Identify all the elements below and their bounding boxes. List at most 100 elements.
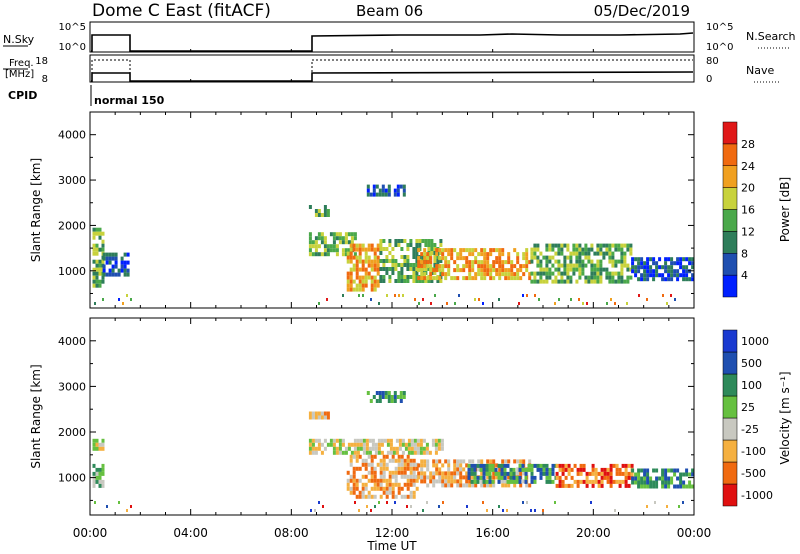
data-cell <box>612 463 616 468</box>
data-cell <box>415 243 419 247</box>
data-cell <box>459 479 463 484</box>
data-cell <box>441 479 445 484</box>
data-cell <box>649 480 653 485</box>
data-cell <box>332 232 336 237</box>
data-cell <box>412 279 416 283</box>
data-cell <box>344 232 348 237</box>
data-cell <box>434 442 438 447</box>
data-cell <box>358 251 362 256</box>
data-cell <box>349 243 353 248</box>
data-cell <box>482 479 486 484</box>
data-cell <box>432 475 436 480</box>
data-cell <box>106 505 108 508</box>
data-cell <box>314 509 316 512</box>
nave-trace <box>91 59 693 82</box>
data-cell <box>416 446 420 451</box>
data-cell <box>409 239 413 243</box>
data-cell <box>649 476 653 481</box>
data-cell <box>594 479 598 484</box>
data-cell <box>624 467 628 472</box>
data-cell <box>358 454 362 459</box>
data-cell <box>349 279 353 284</box>
data-cell <box>400 255 404 259</box>
data-cell <box>637 277 641 282</box>
data-cell <box>380 450 384 455</box>
nsky-label: N.Sky <box>3 33 35 46</box>
data-cell <box>691 265 695 270</box>
data-cell <box>611 243 615 248</box>
data-cell <box>447 471 451 476</box>
data-cell <box>646 505 648 508</box>
data-cell <box>426 467 430 472</box>
data-cell <box>416 438 420 443</box>
data-cell <box>538 298 540 301</box>
data-cell <box>491 479 495 484</box>
data-cell <box>98 267 102 272</box>
data-cell <box>579 463 583 468</box>
data-cell <box>441 272 445 277</box>
data-cell <box>591 483 595 488</box>
data-cell <box>652 269 656 274</box>
data-cell <box>356 446 360 451</box>
data-cell <box>364 494 368 499</box>
data-cell <box>691 484 695 489</box>
data-cell <box>361 494 365 499</box>
data-cell <box>365 446 369 451</box>
data-cell <box>585 479 589 484</box>
data-cell <box>682 277 686 282</box>
data-cell <box>566 255 570 260</box>
data-cell <box>570 298 572 301</box>
data-cell <box>418 243 422 247</box>
data-cell <box>382 259 386 263</box>
data-cell <box>323 248 327 253</box>
data-cell <box>118 501 120 504</box>
data-cell <box>394 259 398 263</box>
data-cell <box>370 478 374 483</box>
data-cell <box>397 462 401 467</box>
data-cell <box>361 263 365 268</box>
data-cell <box>329 442 333 447</box>
data-cell <box>344 248 348 253</box>
y-tick-label: 1000 <box>58 265 86 278</box>
data-cell <box>415 466 419 471</box>
data-cell <box>120 260 124 265</box>
data-cell <box>401 450 405 455</box>
data-cell <box>688 480 692 485</box>
data-cell <box>646 484 650 489</box>
data-cell <box>685 472 689 477</box>
data-cell <box>389 442 393 447</box>
data-cell <box>444 272 448 277</box>
data-cell <box>530 475 534 480</box>
data-cell <box>370 474 374 479</box>
data-cell <box>670 294 672 297</box>
data-cell <box>395 450 399 455</box>
data-cell <box>367 494 371 499</box>
data-cell <box>441 248 445 253</box>
data-cell <box>404 442 408 447</box>
data-cell <box>95 475 99 480</box>
data-cell <box>664 261 668 266</box>
data-cell <box>459 248 463 253</box>
data-cell <box>438 264 442 269</box>
data-cell <box>501 248 505 253</box>
data-cell <box>530 247 534 252</box>
data-cell <box>606 302 608 305</box>
data-cell <box>630 471 634 476</box>
data-cell <box>391 474 395 479</box>
data-cell <box>513 276 517 281</box>
data-cell <box>605 247 609 252</box>
data-cell <box>545 255 549 260</box>
data-cell <box>424 239 428 243</box>
data-cell <box>98 283 102 288</box>
data-cell <box>392 446 396 451</box>
data-cell <box>397 263 401 267</box>
data-cell <box>346 283 350 288</box>
data-cell <box>621 463 625 468</box>
data-cell <box>311 446 315 451</box>
data-cell <box>609 483 613 488</box>
data-cell <box>105 260 109 265</box>
data-cell <box>432 463 436 468</box>
data-cell <box>483 272 487 277</box>
data-cell <box>352 247 356 252</box>
data-cell <box>400 279 404 283</box>
